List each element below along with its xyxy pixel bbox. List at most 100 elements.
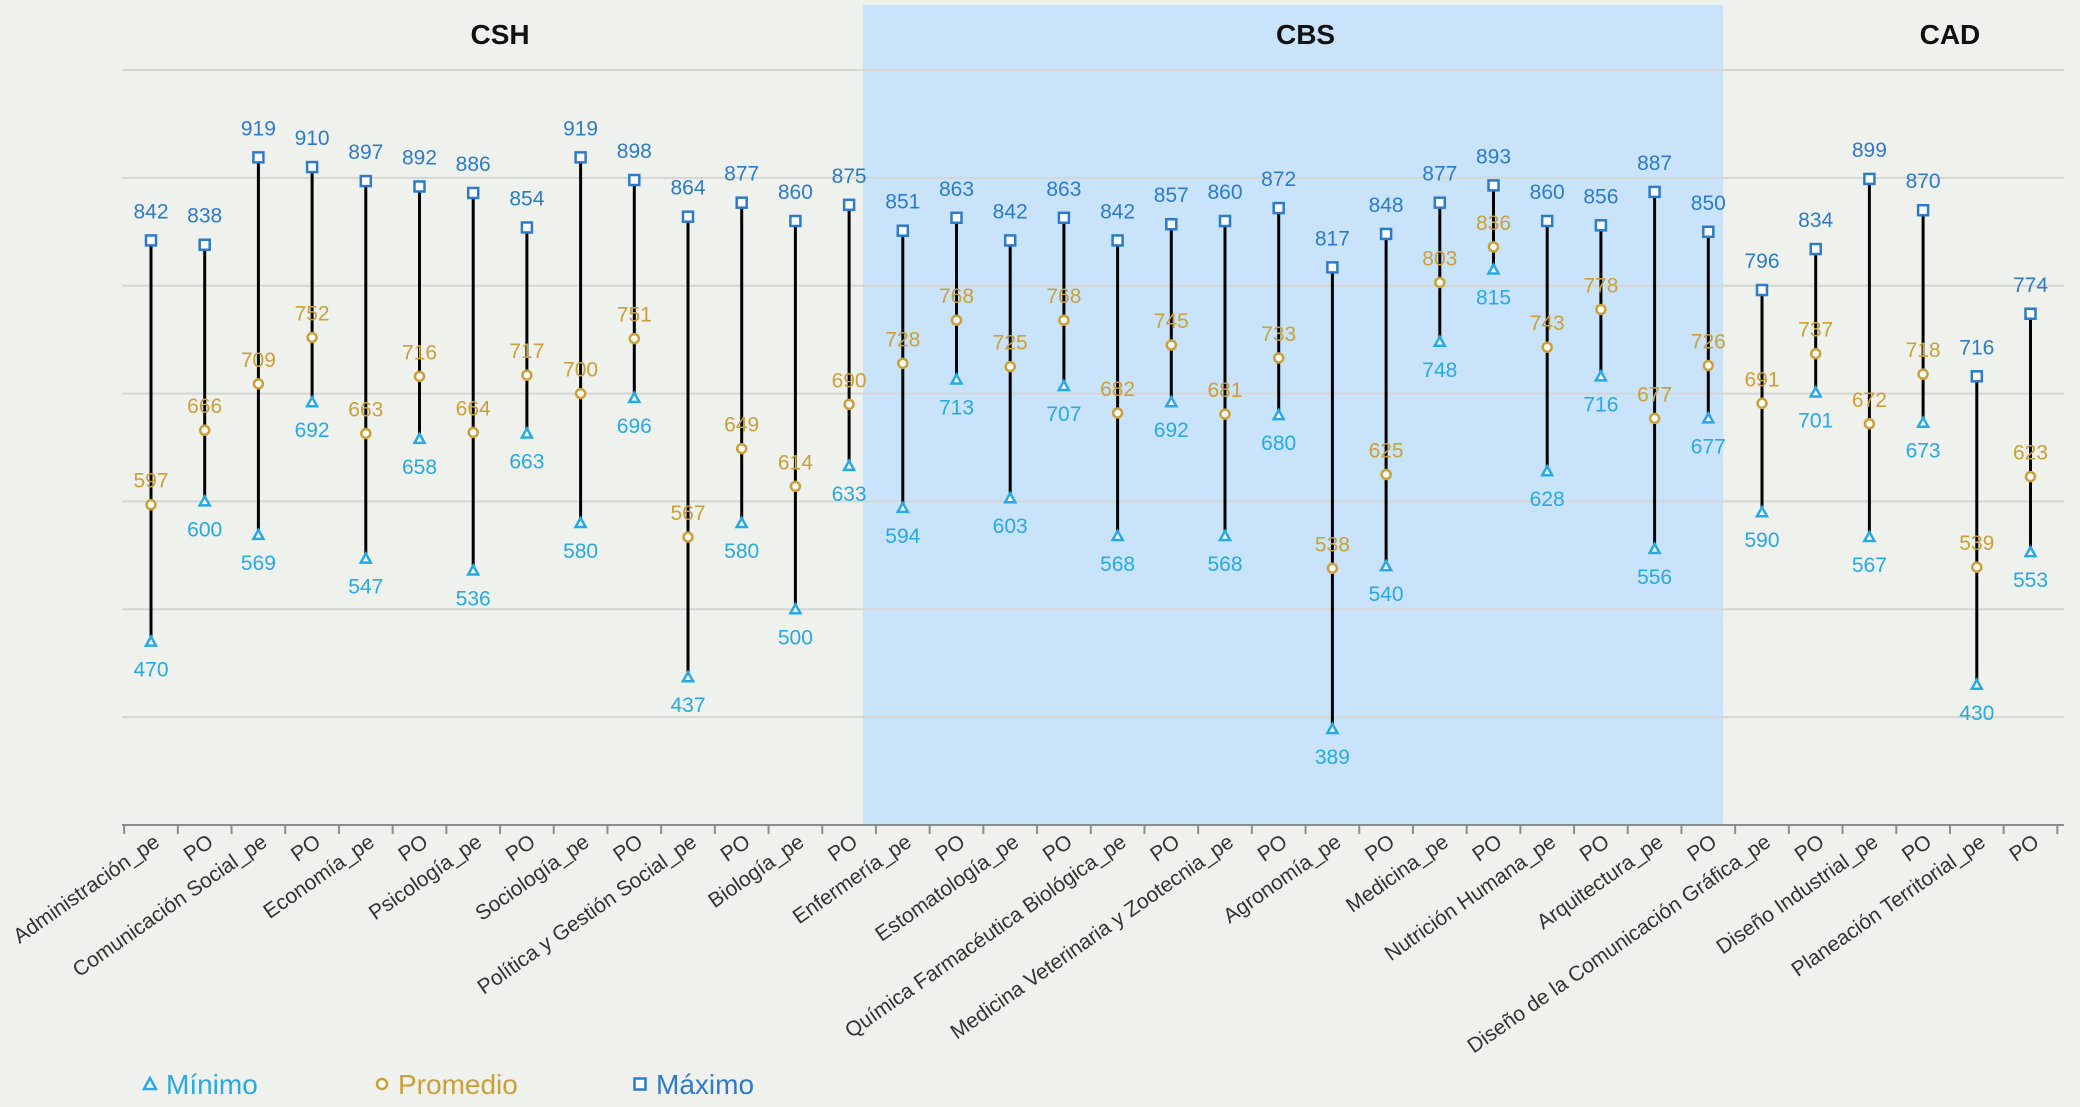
min-label: 568 [1100, 553, 1135, 576]
max-marker [628, 173, 641, 187]
range-item: 834 737 701 [1798, 209, 1833, 432]
avg-marker [1058, 314, 1070, 326]
max-label: 872 [1261, 168, 1296, 191]
range-item: 842 682 568 [1100, 200, 1135, 576]
min-label: 580 [724, 540, 759, 563]
avg-marker [360, 427, 372, 440]
range-item: 872 733 680 [1261, 168, 1296, 455]
min-marker [251, 527, 266, 541]
max-label: 897 [348, 141, 383, 164]
avg-label: 625 [1369, 439, 1404, 462]
avg-label: 682 [1100, 378, 1135, 401]
min-marker [734, 515, 749, 529]
legend-item: Máximo [633, 1069, 754, 1100]
avg-marker [1756, 397, 1768, 410]
min-label: 603 [993, 515, 1028, 538]
max-marker [1003, 234, 1017, 247]
min-label: 553 [2013, 569, 2048, 592]
min-marker [1593, 368, 1609, 382]
avg-label: 672 [1852, 389, 1887, 412]
max-marker [1648, 185, 1661, 199]
max-marker [681, 210, 695, 223]
max-label: 854 [509, 187, 544, 210]
group-bands [862, 5, 1724, 825]
min-marker [1808, 384, 1823, 398]
avg-marker [1809, 347, 1822, 360]
min-marker [304, 394, 320, 408]
avg-marker [1434, 276, 1446, 289]
range-item: 864 567 437 [670, 177, 705, 718]
range-item: 886 664 536 [456, 153, 491, 611]
range-item: 919 700 580 [563, 117, 598, 563]
min-label: 536 [456, 587, 491, 610]
max-marker [574, 151, 587, 164]
avg-label: 752 [295, 302, 330, 325]
avg-marker [521, 369, 533, 381]
legend-label: Mínimo [166, 1069, 258, 1100]
avg-marker [1165, 339, 1178, 351]
min-label: 389 [1315, 746, 1350, 769]
max-label: 842 [1100, 200, 1135, 223]
min-marker [143, 634, 159, 647]
min-label: 580 [563, 540, 598, 563]
avg-label: 726 [1691, 331, 1726, 354]
group-label: CSH [470, 19, 529, 50]
max-label: 860 [778, 181, 813, 204]
max-marker [305, 160, 319, 174]
min-marker [573, 515, 588, 529]
range-item: 856 778 716 [1583, 185, 1618, 416]
min-marker [1378, 558, 1394, 572]
max-label: 851 [885, 191, 920, 214]
legend: Mínimo Promedio Máximo [141, 1069, 754, 1100]
max-label: 919 [563, 117, 598, 140]
max-marker [1111, 234, 1124, 247]
max-marker [842, 198, 856, 212]
avg-label: 623 [2013, 442, 2048, 465]
avg-label: 664 [456, 397, 491, 420]
range-item: 842 725 603 [993, 200, 1028, 538]
avg-label: 725 [993, 332, 1028, 355]
avg-marker [198, 424, 211, 436]
min-label: 430 [1959, 702, 1994, 725]
range-item: 716 539 430 [1959, 336, 1994, 724]
range-item: 910 752 692 [295, 127, 330, 442]
max-marker [1540, 214, 1554, 228]
avg-marker [145, 498, 157, 511]
max-marker [198, 238, 211, 251]
min-marker [1432, 334, 1447, 348]
max-marker [144, 234, 158, 247]
range-item: 877 803 748 [1422, 163, 1457, 382]
avg-marker [252, 378, 265, 390]
avg-label: 778 [1583, 274, 1618, 297]
avg-label: 663 [348, 398, 383, 421]
max-label: 898 [617, 140, 652, 163]
legend-circle-icon [375, 1077, 389, 1091]
max-marker [1326, 261, 1339, 274]
min-marker [1701, 410, 1716, 424]
max-label: 848 [1369, 194, 1404, 217]
max-label: 887 [1637, 152, 1672, 175]
max-marker [1272, 201, 1285, 215]
min-marker [1915, 415, 1931, 428]
min-marker [519, 425, 535, 439]
gridlines [122, 69, 2064, 719]
min-marker [627, 390, 642, 404]
min-marker [197, 493, 212, 507]
min-label: 567 [1852, 554, 1887, 577]
max-marker [252, 151, 265, 164]
avg-marker [1541, 341, 1553, 353]
range-item: 863 768 713 [939, 178, 974, 420]
legend-square-icon [633, 1077, 647, 1091]
min-marker [1540, 463, 1555, 477]
max-label: 863 [939, 178, 974, 201]
min-label: 470 [133, 659, 168, 682]
legend-triangle-icon [141, 1075, 159, 1091]
min-label: 569 [241, 552, 276, 575]
max-marker [359, 174, 373, 188]
max-label: 877 [724, 163, 759, 186]
avg-marker [1648, 412, 1661, 425]
range-item: 838 666 600 [187, 205, 222, 542]
range-item: 893 836 815 [1476, 145, 1511, 309]
min-label: 437 [670, 694, 705, 717]
min-marker [1647, 541, 1662, 555]
